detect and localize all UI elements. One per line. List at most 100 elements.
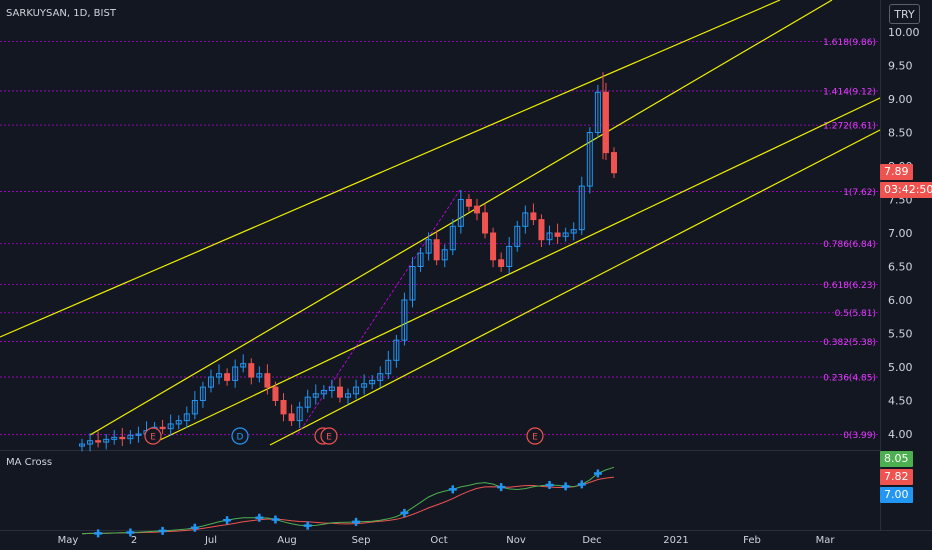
candle-body	[586, 132, 593, 187]
y-tick-label: 5.00	[888, 361, 913, 374]
candle-body	[562, 232, 569, 237]
fast-ma-line	[81, 466, 615, 535]
candle-body	[320, 389, 327, 395]
fib-level-label: 1.618(9.86)	[823, 38, 876, 48]
ma-cross-marker	[577, 480, 586, 489]
candle-body	[425, 239, 432, 254]
candle-body	[248, 363, 255, 378]
candle-body	[377, 373, 384, 381]
candle-body	[256, 373, 263, 378]
countdown-tag: 03:42:50	[880, 182, 932, 198]
candle-body	[79, 443, 85, 447]
candle-body	[441, 249, 448, 261]
ma-cross-marker	[545, 481, 554, 489]
ma-cross-marker	[400, 508, 409, 517]
candle-body	[191, 400, 198, 415]
candle-body	[498, 259, 505, 267]
candle-body	[183, 413, 190, 422]
y-tick-label: 10.00	[888, 26, 920, 39]
candle-body	[578, 185, 585, 231]
y-tick-label: 9.50	[888, 60, 913, 73]
candle-body	[417, 252, 424, 268]
channel-line	[269, 129, 881, 446]
candle-body	[409, 266, 416, 301]
y-tick-label: 5.50	[888, 328, 913, 341]
dividend-marker	[231, 427, 249, 445]
candle-body	[272, 386, 279, 402]
indicator-title: MA Cross	[6, 457, 53, 468]
currency-button[interactable]: TRY	[889, 4, 920, 24]
earnings-marker	[320, 427, 338, 445]
slow-ma-line	[81, 476, 615, 535]
event-label: E	[150, 433, 156, 443]
x-tick-label: Oct	[430, 535, 447, 546]
fib-level-label: 0.382(5.38)	[823, 338, 876, 348]
event-label: E	[532, 433, 538, 443]
candle-body	[207, 376, 214, 388]
candle-body	[232, 366, 239, 381]
candle-body	[336, 386, 343, 398]
candle-body	[465, 199, 472, 207]
candle-body	[522, 212, 529, 227]
candle-body	[264, 373, 271, 388]
y-tick-label: 6.00	[888, 294, 913, 307]
ma-cross-marker	[271, 515, 280, 524]
candle-body	[554, 232, 561, 237]
earnings-marker	[526, 427, 544, 445]
candle-body	[224, 373, 231, 381]
y-tick-label: 6.50	[888, 261, 913, 274]
candle-body	[473, 205, 480, 214]
candle-body	[95, 440, 102, 443]
y-tick-label: 7.00	[888, 227, 913, 240]
ma-cross-marker	[190, 523, 199, 532]
candle-body	[514, 225, 521, 247]
ma-cross-marker	[593, 469, 602, 478]
candle-body	[328, 386, 335, 391]
y-tick-label: 4.00	[888, 428, 913, 441]
candle-body	[433, 239, 440, 261]
candle-body	[401, 299, 408, 341]
candle-body	[240, 363, 247, 368]
candle-body	[570, 229, 577, 234]
candle-body	[312, 393, 319, 398]
channel-line	[159, 97, 881, 441]
fib-level-label: 1.414(9.12)	[823, 87, 876, 97]
candle-body	[546, 232, 553, 241]
candle-body	[361, 383, 368, 388]
candle-body	[457, 199, 464, 227]
candle-body	[296, 406, 303, 422]
chart-title: SARKUYSAN, 1D, BIST	[6, 8, 116, 19]
candle-body	[175, 420, 182, 425]
candle-body	[119, 436, 126, 440]
x-tick-label: 2021	[663, 535, 688, 546]
x-tick-label: Mar	[816, 535, 836, 546]
candle-body	[288, 413, 295, 422]
ma-cross-marker	[448, 485, 457, 494]
candle-body	[111, 436, 118, 440]
earnings-marker	[144, 427, 162, 445]
candle-body	[216, 373, 223, 378]
fib-level-label: 0.618(6.23)	[823, 281, 876, 291]
candle-body	[506, 245, 513, 267]
candle-body	[482, 212, 489, 234]
candle-body	[449, 225, 456, 251]
candle-body	[538, 219, 545, 241]
event-label: E	[326, 433, 332, 443]
candle-body	[393, 339, 400, 361]
candle-body	[199, 386, 206, 402]
x-tick-label: Jul	[204, 535, 217, 546]
candle-body	[159, 426, 166, 430]
candle-body	[385, 359, 392, 375]
x-tick-label: Nov	[506, 535, 526, 546]
slow-ma-tag: 7.82	[880, 469, 913, 485]
fib-level-label: 1(7.62)	[843, 188, 876, 198]
candle-body	[345, 393, 351, 398]
candle-body	[135, 433, 142, 436]
x-tick-label: May	[58, 535, 79, 546]
fib-trend-line	[297, 189, 461, 435]
ma-cross-marker	[561, 482, 570, 491]
ma-cross-marker	[497, 483, 506, 492]
x-tick-label: 2	[131, 535, 137, 546]
x-tick-label: Aug	[277, 535, 297, 546]
